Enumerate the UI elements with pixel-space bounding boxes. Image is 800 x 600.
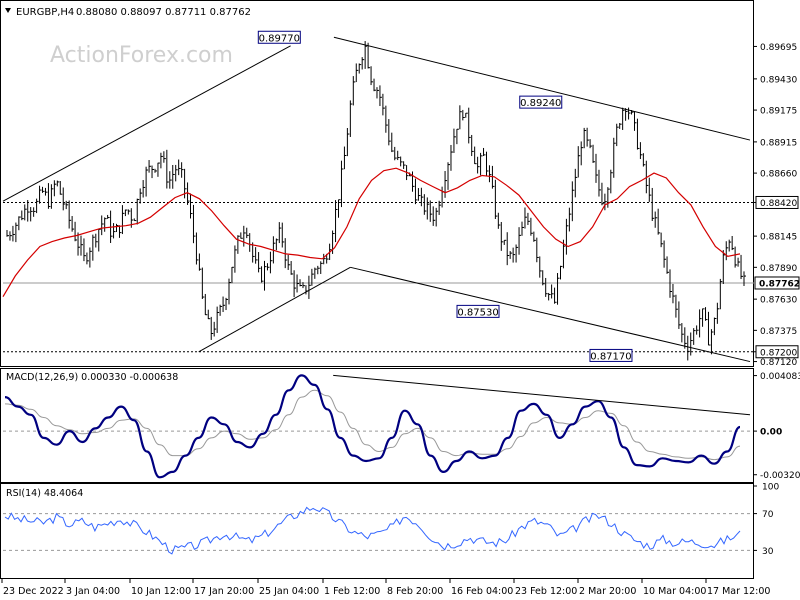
x-tick-label: 16 Feb 04:00 <box>451 586 513 597</box>
trendline-0 <box>2 45 291 202</box>
price-annotation-box <box>257 30 301 44</box>
price-annotation-box <box>519 95 563 109</box>
chart-symbol: EURGBP,H4 <box>16 7 74 18</box>
x-tick-label: 8 Feb 20:00 <box>387 586 443 597</box>
price-tick-label: 0.87200 <box>760 348 797 358</box>
macd-tick-label: 0.00 <box>760 428 782 438</box>
price-annotation-label: 0.87170 <box>590 351 631 362</box>
macd-signal-line <box>4 389 741 461</box>
price-tick-label: 0.87120 <box>760 358 797 368</box>
x-tick-label: 1 Feb 12:00 <box>324 586 380 597</box>
trendline-1 <box>333 36 751 141</box>
price-tick-label: 0.87375 <box>760 327 797 337</box>
x-tick-label: 3 Jan 04:00 <box>66 586 120 597</box>
trendline-2 <box>198 266 351 353</box>
rsi-tick-label: 30 <box>762 547 774 557</box>
x-tick-label: 17 Mar 12:00 <box>707 586 770 597</box>
watermark: ActionForex.com <box>50 43 233 68</box>
price-tick-label: 0.88915 <box>760 138 797 148</box>
price-annotation-label: 0.89240 <box>520 98 561 109</box>
rsi-title: RSI(14) 48.4064 <box>6 488 83 499</box>
macd-trendline <box>333 374 751 416</box>
x-tick-label: 23 Feb 12:00 <box>515 586 577 597</box>
level-axis-box <box>755 195 799 209</box>
rsi-panel <box>0 483 754 579</box>
price-tick-label: 0.89175 <box>760 107 797 117</box>
price-tick-label: 0.89430 <box>760 75 797 85</box>
macd-tick-label: 0.004083 <box>760 372 800 382</box>
price-tick-label: 0.88420 <box>760 199 797 209</box>
rsi-line <box>4 506 741 555</box>
x-tick-label: 23 Dec 2022 <box>3 586 64 597</box>
current-price-label: 0.87762 <box>759 279 800 289</box>
macd-tick-label: -0.003209 <box>760 471 800 481</box>
price-tick-label: 0.88145 <box>760 233 797 243</box>
macd-panel <box>0 368 754 483</box>
macd-title: MACD(12,26,9) 0.000330 -0.000638 <box>6 372 178 383</box>
rsi-tick-label: 100 <box>762 483 779 493</box>
x-tick-label: 17 Jan 20:00 <box>194 586 254 597</box>
price-annotation-label: 0.89770 <box>259 33 300 44</box>
x-tick-label: 10 Jan 12:00 <box>131 586 191 597</box>
price-panel <box>0 0 754 367</box>
current-price-box <box>754 276 800 290</box>
macd-line <box>4 374 741 479</box>
chart-ohlc: 0.88080 0.88097 0.87711 0.87762 <box>76 7 251 18</box>
x-tick-label: 2 Mar 20:00 <box>579 586 636 597</box>
price-annotation-label: 0.87530 <box>457 307 498 318</box>
price-tick-label: 0.88660 <box>760 170 797 180</box>
rsi-tick-label: 70 <box>762 510 774 520</box>
price-tick-label: 0.87630 <box>760 296 797 306</box>
price-annotation-box <box>456 304 500 318</box>
trendline-3 <box>350 266 751 363</box>
price-tick-label: 0.87890 <box>760 264 797 274</box>
level-axis-box <box>755 345 799 359</box>
x-tick-label: 10 Mar 04:00 <box>643 586 706 597</box>
price-annotation-box <box>589 348 633 362</box>
symbol-arrow-icon <box>5 8 11 13</box>
x-tick-label: 25 Jan 04:00 <box>259 586 319 597</box>
moving-average-line <box>2 167 741 298</box>
price-tick-label: 0.89695 <box>760 43 797 53</box>
